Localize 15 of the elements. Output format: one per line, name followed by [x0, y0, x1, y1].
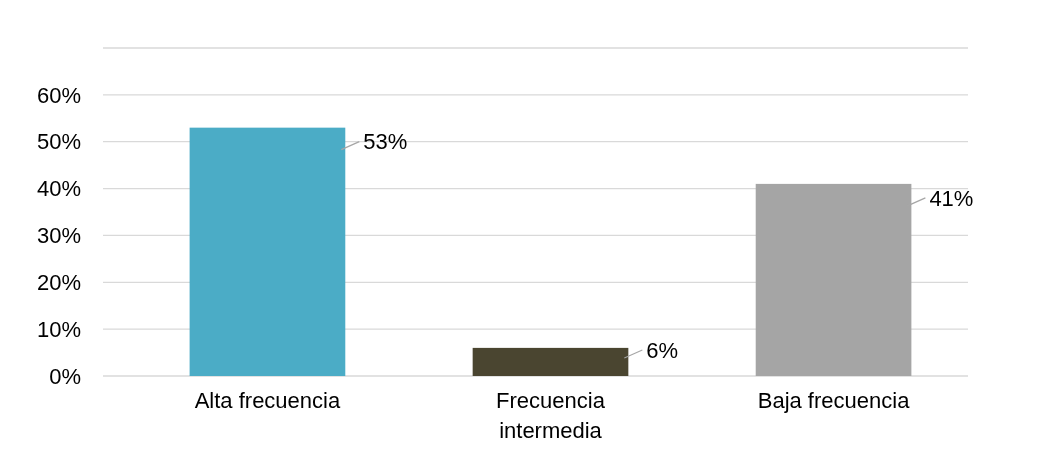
y-tick-label: 30% — [36, 223, 81, 249]
data-label: 41% — [929, 185, 974, 211]
x-tick-label: Frecuencia intermedia — [496, 388, 606, 443]
y-tick-label: 60% — [36, 82, 81, 108]
y-tick-label: 10% — [36, 316, 81, 342]
data-label: 53% — [363, 129, 408, 155]
x-tick-label: Alta frecuencia — [194, 388, 341, 413]
data-label: 6% — [646, 337, 679, 363]
y-tick-label: 0% — [49, 363, 81, 389]
bar — [472, 347, 629, 376]
y-tick-label: 50% — [36, 129, 81, 155]
bar — [189, 127, 346, 376]
y-tick-label: 40% — [36, 176, 81, 202]
y-tick-label: 20% — [36, 269, 81, 295]
x-tick-label: Baja frecuencia — [757, 388, 911, 413]
